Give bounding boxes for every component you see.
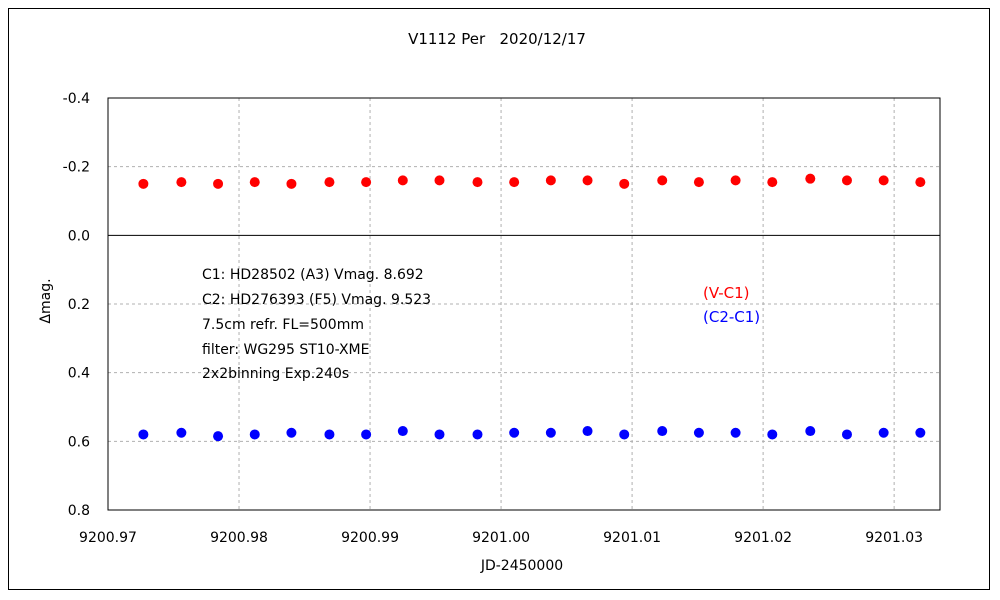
plot-area	[107, 97, 941, 511]
point-v-c1	[176, 177, 187, 188]
point-v-c1	[286, 178, 297, 189]
x-axis-label: JD-2450000	[480, 558, 563, 574]
point-v-c1	[915, 177, 926, 188]
point-v-c1	[249, 177, 260, 188]
annotation-line: 2x2binning Exp.240s	[202, 366, 349, 382]
point-c2-c1	[619, 429, 630, 440]
point-c2-c1	[138, 429, 149, 440]
x-tick-label: 9201.00	[472, 530, 530, 546]
point-v-c1	[693, 177, 704, 188]
point-c2-c1	[841, 429, 852, 440]
annotation-line: 7.5cm refr. FL=500mm	[202, 317, 364, 333]
annotation-line: C1: HD28502 (A3) Vmag. 8.692	[202, 267, 424, 283]
point-v-c1	[619, 178, 630, 189]
point-v-c1	[509, 177, 520, 188]
point-c2-c1	[286, 427, 297, 438]
point-v-c1	[730, 175, 741, 186]
point-c2-c1	[545, 427, 556, 438]
x-tick-labels: 9200.97 9200.98 9200.99 9201.00 9201.01 9201.…	[79, 530, 923, 546]
y-tick-labels: -0.4 -0.2 0.0 0.2 0.4 0.6 0.8	[63, 91, 90, 519]
point-c2-c1	[730, 427, 741, 438]
grid	[108, 98, 940, 510]
annotation-line: C2: HD276393 (F5) Vmag. 9.523	[202, 292, 431, 308]
point-v-c1	[805, 173, 816, 184]
annotation-block: C1: HD28502 (A3) Vmag. 8.692 C2: HD27639…	[202, 267, 431, 382]
point-c2-c1	[472, 429, 483, 440]
x-tick-label: 9200.97	[79, 530, 137, 546]
y-tick-label: -0.4	[63, 91, 90, 107]
point-c2-c1	[878, 427, 889, 438]
y-tick-label: 0.8	[68, 503, 90, 519]
x-tick-label: 9201.02	[734, 530, 792, 546]
point-v-c1	[361, 177, 372, 188]
point-c2-c1	[397, 426, 408, 437]
chart-title: V1112 Per 2020/12/17	[408, 30, 586, 48]
point-c2-c1	[249, 429, 260, 440]
x-tick-label: 9201.01	[603, 530, 661, 546]
point-v-c1	[545, 175, 556, 186]
point-c2-c1	[657, 426, 668, 437]
y-tick-label: 0.0	[68, 228, 90, 244]
x-tick-label: 9200.98	[210, 530, 268, 546]
point-c2-c1	[915, 427, 926, 438]
point-v-c1	[213, 178, 224, 189]
point-c2-c1	[767, 429, 778, 440]
point-v-c1	[767, 177, 778, 188]
legend-v-c1: (V-C1)	[703, 284, 750, 302]
point-v-c1	[397, 175, 408, 186]
y-tick-label: 0.4	[68, 366, 90, 382]
x-tick-label: 9200.99	[341, 530, 399, 546]
y-tick-label: 0.6	[68, 434, 90, 450]
point-v-c1	[841, 175, 852, 186]
chart-frame	[8, 8, 990, 590]
point-c2-c1	[213, 431, 224, 442]
point-c2-c1	[509, 427, 520, 438]
point-v-c1	[324, 177, 335, 188]
point-v-c1	[657, 175, 668, 186]
x-tick-label: 9201.03	[865, 530, 923, 546]
point-v-c1	[434, 175, 445, 186]
point-c2-c1	[361, 429, 372, 440]
point-c2-c1	[324, 429, 335, 440]
point-c2-c1	[805, 426, 816, 437]
point-c2-c1	[582, 426, 593, 437]
point-v-c1	[878, 175, 889, 186]
point-c2-c1	[176, 427, 187, 438]
legend-c2-c1: (C2-C1)	[703, 308, 760, 326]
point-c2-c1	[693, 427, 704, 438]
point-v-c1	[582, 175, 593, 186]
point-v-c1	[138, 178, 149, 189]
point-v-c1	[472, 177, 483, 188]
y-axis-label: Δmag.	[38, 278, 54, 323]
point-c2-c1	[434, 429, 445, 440]
y-tick-label: 0.2	[68, 297, 90, 313]
y-tick-label: -0.2	[63, 160, 90, 176]
data-points	[138, 173, 926, 442]
annotation-line: filter: WG295 ST10-XME	[202, 342, 369, 358]
